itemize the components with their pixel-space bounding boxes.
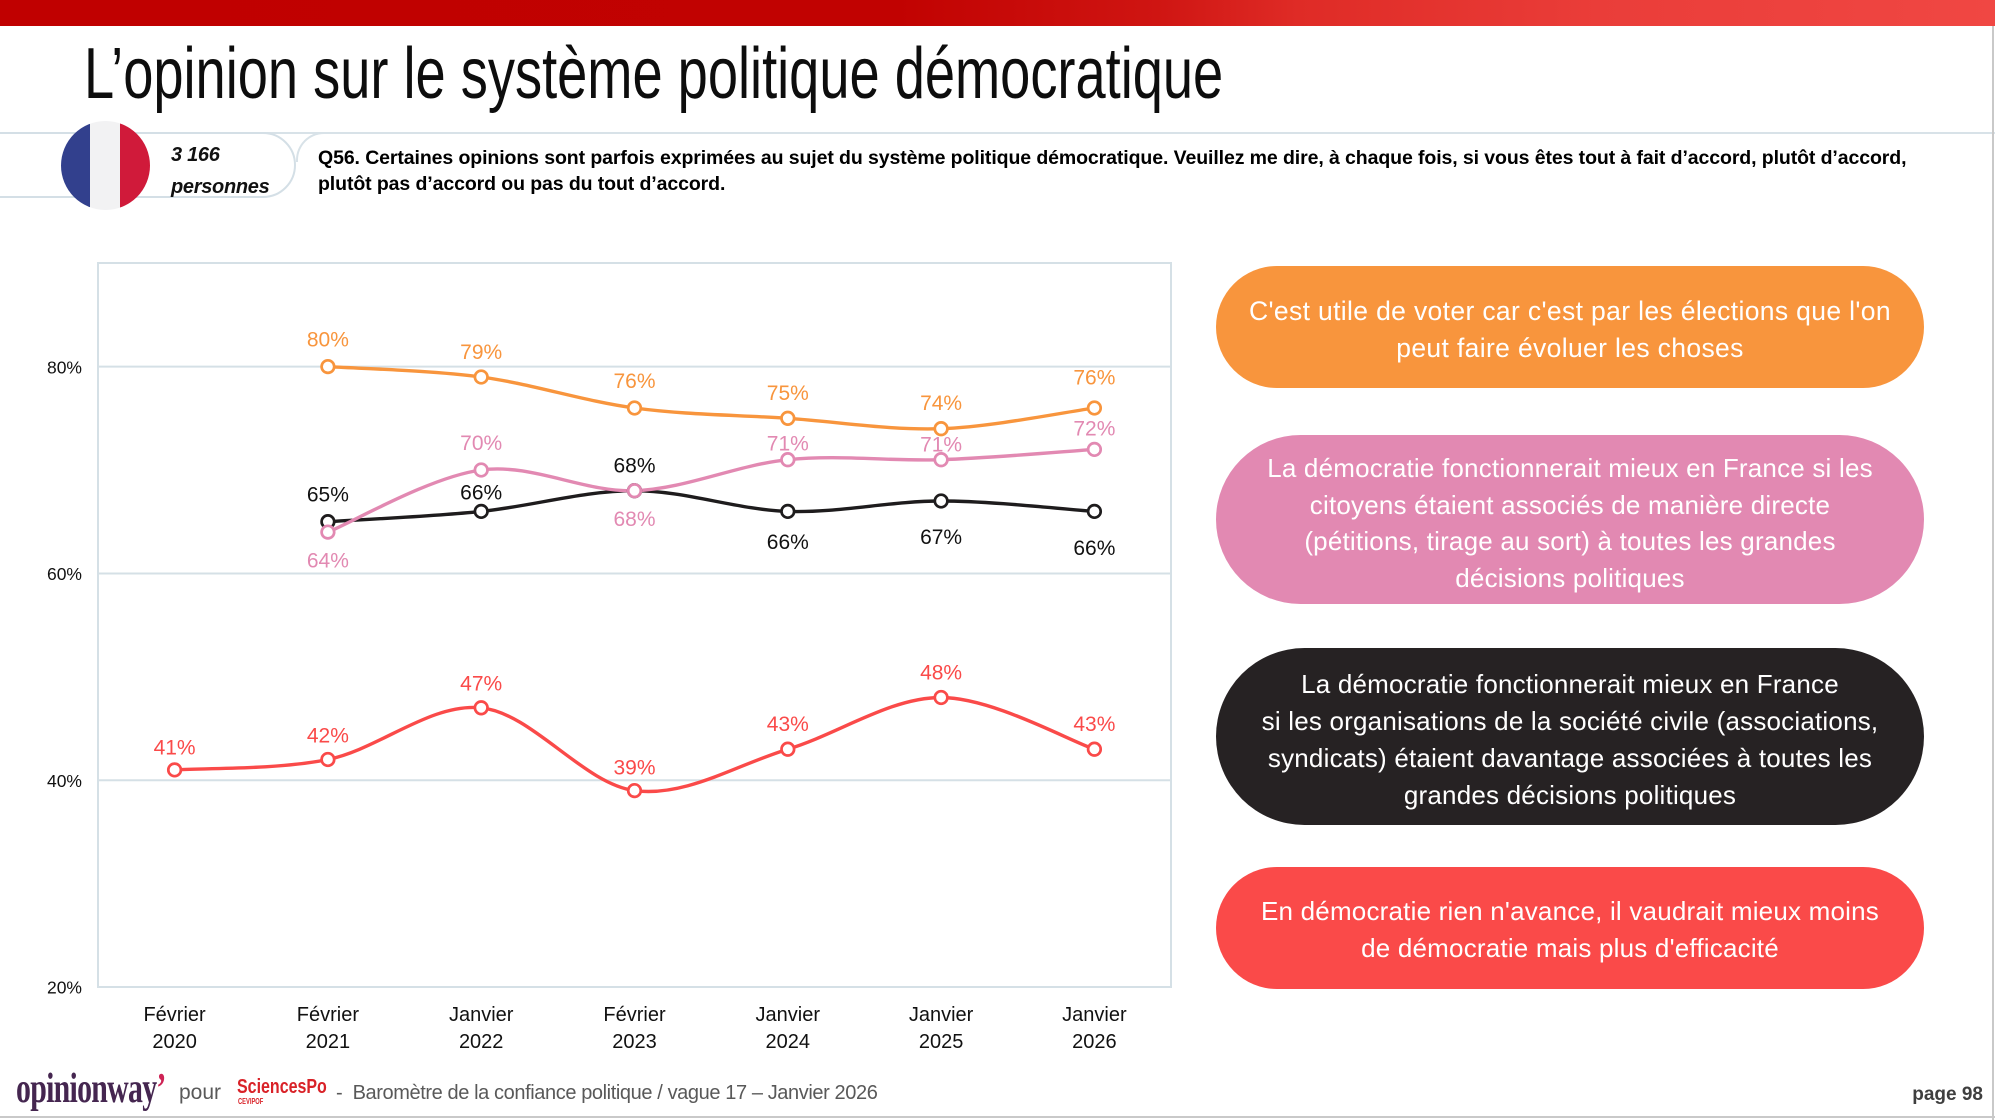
svg-text:60%: 60% — [47, 564, 82, 584]
svg-text:Février: Février — [603, 1004, 666, 1026]
svg-text:79%: 79% — [460, 341, 502, 364]
svg-text:80%: 80% — [307, 328, 349, 351]
svg-text:40%: 40% — [47, 771, 82, 791]
svg-text:70%: 70% — [460, 432, 502, 455]
svg-text:47%: 47% — [460, 673, 502, 696]
svg-text:2022: 2022 — [459, 1031, 504, 1053]
svg-text:71%: 71% — [767, 433, 809, 456]
svg-text:41%: 41% — [154, 736, 196, 759]
svg-text:66%: 66% — [460, 482, 502, 505]
svg-text:48%: 48% — [920, 661, 962, 684]
svg-text:42%: 42% — [307, 724, 349, 747]
svg-text:Janvier: Janvier — [756, 1004, 821, 1026]
svg-text:Janvier: Janvier — [909, 1004, 974, 1026]
svg-text:43%: 43% — [1073, 713, 1115, 736]
svg-text:2025: 2025 — [919, 1031, 964, 1053]
svg-text:68%: 68% — [613, 508, 655, 531]
svg-text:76%: 76% — [1073, 366, 1115, 389]
svg-text:2023: 2023 — [612, 1031, 657, 1053]
svg-text:66%: 66% — [767, 531, 809, 554]
svg-text:65%: 65% — [307, 483, 349, 506]
svg-text:66%: 66% — [1073, 537, 1115, 560]
svg-text:64%: 64% — [307, 550, 349, 573]
svg-text:Janvier: Janvier — [449, 1004, 514, 1026]
svg-text:43%: 43% — [767, 713, 809, 736]
svg-text:67%: 67% — [920, 526, 962, 549]
svg-text:2020: 2020 — [152, 1031, 197, 1053]
svg-text:20%: 20% — [47, 978, 82, 998]
svg-text:75%: 75% — [767, 382, 809, 405]
svg-text:80%: 80% — [47, 357, 82, 377]
svg-text:2026: 2026 — [1072, 1031, 1117, 1053]
svg-text:Février: Février — [297, 1004, 360, 1026]
svg-text:68%: 68% — [613, 455, 655, 478]
svg-text:Février: Février — [143, 1004, 206, 1026]
svg-text:39%: 39% — [613, 757, 655, 780]
svg-text:74%: 74% — [920, 392, 962, 415]
svg-text:Janvier: Janvier — [1062, 1004, 1127, 1026]
svg-text:71%: 71% — [920, 434, 962, 457]
svg-text:2021: 2021 — [306, 1031, 351, 1053]
svg-text:2024: 2024 — [766, 1031, 811, 1053]
svg-text:72%: 72% — [1073, 418, 1115, 441]
svg-text:76%: 76% — [613, 370, 655, 393]
